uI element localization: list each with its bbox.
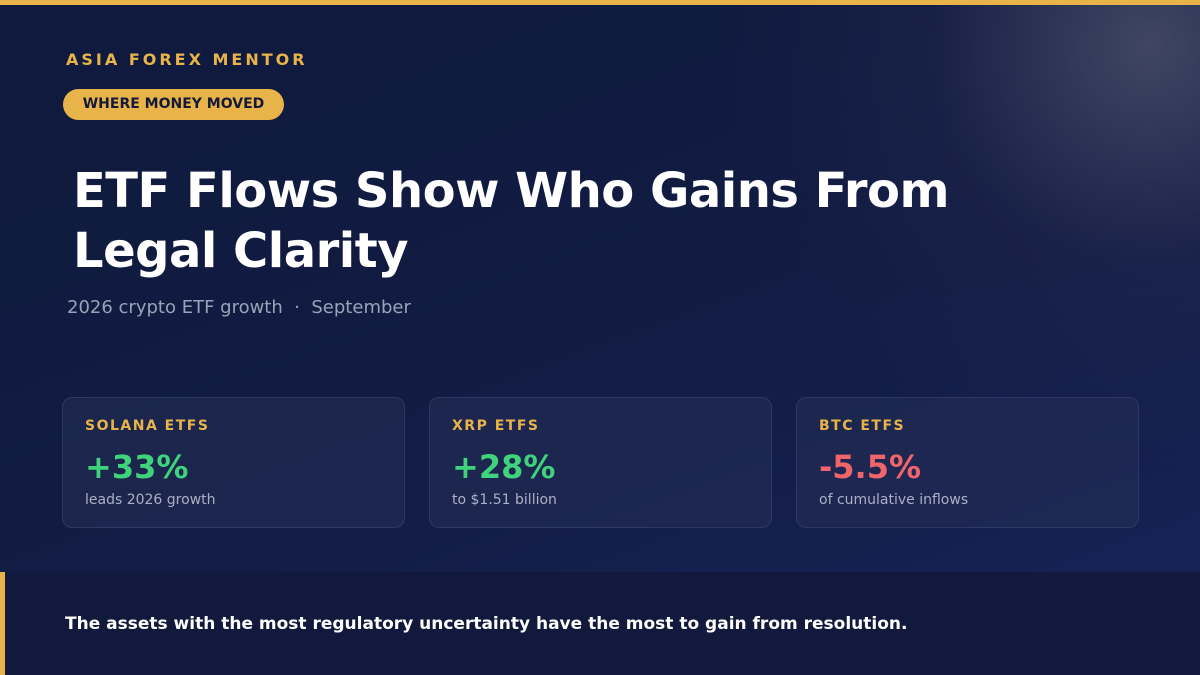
stat-value: +28% bbox=[452, 448, 556, 486]
footer-band: The assets with the most regulatory unce… bbox=[0, 572, 1200, 675]
title: ETF Flows Show Who Gains From Legal Clar… bbox=[73, 163, 950, 279]
brand: ASIA FOREX MENTOR bbox=[66, 50, 308, 69]
stat-card: BTC ETFS -5.5% of cumulative inflows bbox=[796, 397, 1139, 528]
footer-text: The assets with the most regulatory unce… bbox=[65, 614, 908, 634]
accent-bar bbox=[0, 572, 5, 675]
stat-label: BTC ETFS bbox=[819, 418, 906, 434]
stat-label: SOLANA ETFS bbox=[85, 418, 210, 434]
subtitle: 2026 crypto ETF growth · September bbox=[67, 297, 411, 318]
stat-card: SOLANA ETFS +33% leads 2026 growth bbox=[62, 397, 405, 528]
stat-note: leads 2026 growth bbox=[85, 492, 216, 508]
stat-value: -5.5% bbox=[819, 448, 922, 486]
tag-pill: WHERE MONEY MOVED bbox=[63, 89, 284, 120]
stat-value: +33% bbox=[85, 448, 189, 486]
stat-card: XRP ETFS +28% to $1.51 billion bbox=[429, 397, 772, 528]
stat-note: of cumulative inflows bbox=[819, 492, 969, 508]
stat-label: XRP ETFS bbox=[452, 418, 540, 434]
stat-note: to $1.51 billion bbox=[452, 492, 557, 508]
